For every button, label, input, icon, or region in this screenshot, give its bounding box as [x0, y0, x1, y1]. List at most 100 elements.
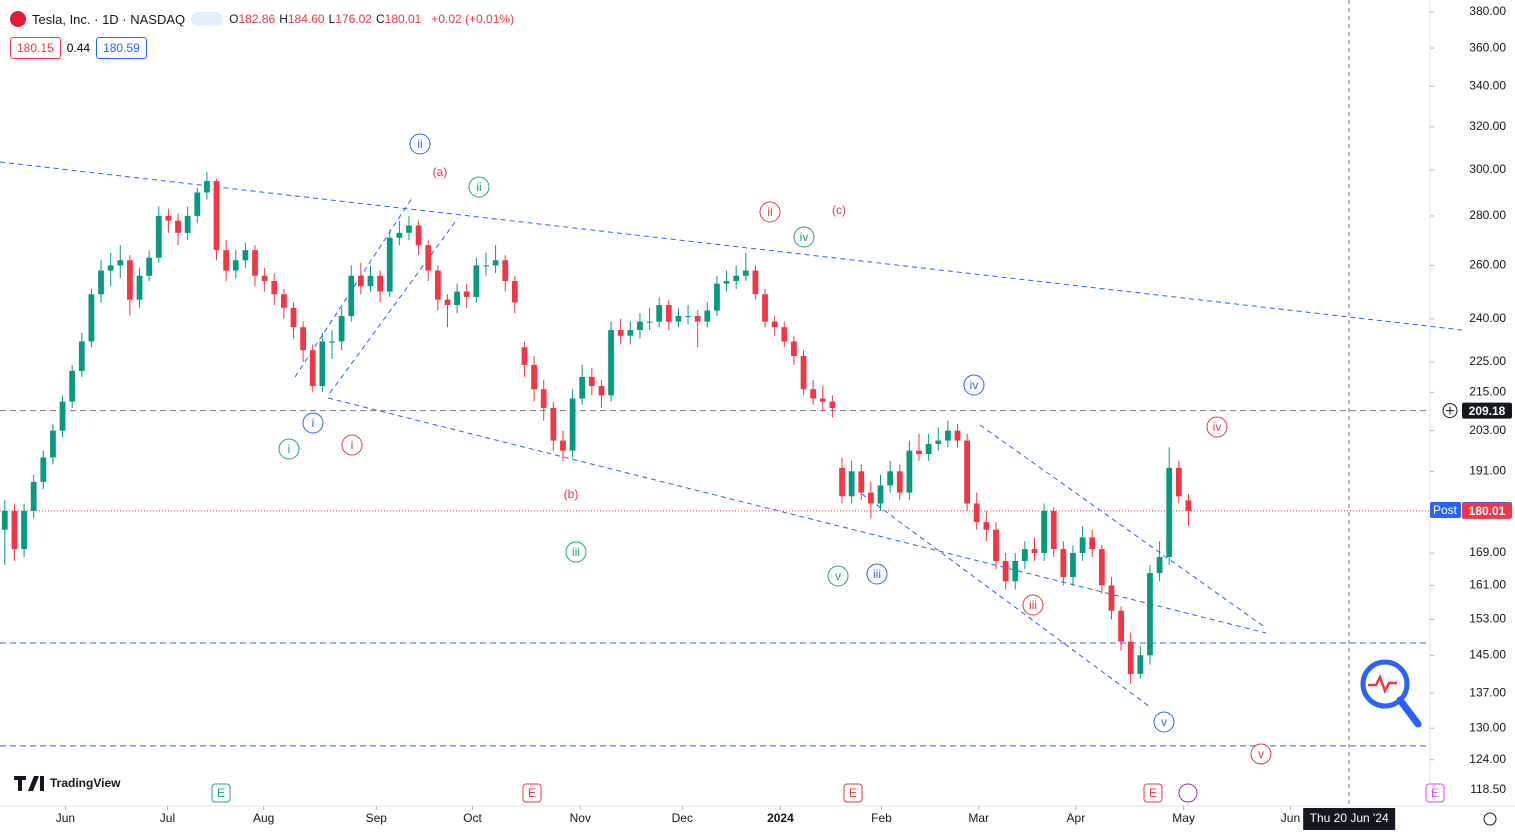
candle-body — [887, 471, 894, 486]
search-icon-handle — [1396, 696, 1422, 728]
candle-body — [377, 275, 384, 292]
candle-body — [694, 316, 701, 322]
x-tick-label: Apr — [1067, 811, 1086, 825]
spread: 0.44 — [66, 41, 91, 55]
candle-body — [781, 327, 788, 342]
crosshair-label: Thu 20 Jun '24 — [1310, 811, 1389, 825]
candle-body — [868, 492, 874, 504]
candle-body — [685, 316, 691, 318]
candle-body — [261, 275, 268, 281]
candle-body — [762, 294, 768, 322]
candle-body — [367, 275, 374, 287]
candle-body — [1108, 585, 1115, 611]
candle-body — [819, 398, 826, 402]
candle-body — [396, 232, 403, 238]
candle-body — [280, 294, 287, 308]
event-marker — [211, 783, 231, 803]
candle-body — [944, 430, 951, 441]
ohlc-legend: O182.86 H184.60 L176.02 C180.01 — [229, 12, 425, 26]
candle-body — [993, 529, 999, 561]
candle-body — [1185, 500, 1192, 511]
candle-body — [98, 270, 104, 295]
candle-body — [1079, 537, 1086, 554]
x-tick-label: Dec — [672, 811, 693, 825]
candle-body — [434, 270, 441, 300]
y-tick-label: 240.00 — [1469, 311, 1506, 325]
event-marker — [1143, 783, 1163, 803]
candle-body — [329, 341, 335, 343]
candle-body — [127, 260, 133, 300]
candle-body — [290, 307, 297, 328]
wave-circle — [793, 226, 815, 248]
candle-body — [617, 330, 624, 336]
candle-body — [252, 250, 258, 276]
wave-label: v — [1258, 747, 1264, 761]
wave-circle — [1250, 743, 1272, 765]
candle-body — [752, 270, 759, 295]
legend-value: 182.86 — [238, 12, 276, 26]
candle-body — [983, 522, 990, 530]
candle-body — [675, 316, 682, 322]
candle-body — [406, 225, 412, 233]
legend-value: 176.02 — [335, 12, 372, 26]
candle-body — [1021, 549, 1028, 561]
candle-body — [800, 356, 807, 390]
candle-body — [11, 510, 18, 550]
candle-body — [1060, 549, 1067, 578]
candle-body — [1098, 549, 1105, 586]
candle-body — [742, 270, 749, 276]
event-label: E — [849, 786, 857, 800]
split-marker — [1178, 783, 1198, 803]
wave-label: iii — [1029, 598, 1037, 612]
candle-body — [204, 181, 210, 193]
candle-body — [300, 327, 307, 351]
candle-body — [483, 265, 489, 267]
event-label: E — [1149, 786, 1157, 800]
x-tick-label: 2024 — [767, 811, 794, 825]
y-tick-label: 169.00 — [1469, 545, 1506, 559]
candle-body — [964, 440, 971, 504]
candle-body — [1118, 610, 1124, 642]
wave-circle — [302, 412, 324, 434]
change: +0.02 (+0.01%) — [431, 12, 515, 26]
candle-body — [511, 280, 518, 303]
candle-body — [1137, 655, 1144, 674]
wave-circle — [1153, 711, 1175, 733]
candle-body — [550, 407, 557, 441]
candle-body — [704, 310, 711, 322]
brand: TradingView — [50, 776, 121, 790]
search-icon-pulse — [1368, 673, 1397, 695]
candle-body — [1147, 573, 1153, 656]
price-tag-label: 180.01 — [1469, 504, 1506, 518]
candle-body — [1089, 537, 1096, 550]
candle-body — [916, 450, 922, 455]
ask[interactable]: 180.59 — [96, 37, 147, 59]
candle-body — [50, 430, 56, 458]
legend-key: L — [328, 12, 336, 26]
x-tick-label: Oct — [463, 811, 482, 825]
x-tick-label: Feb — [871, 811, 892, 825]
legend-item: L176.02 — [329, 12, 372, 26]
candle-body — [598, 386, 605, 396]
candle-body — [444, 299, 451, 306]
x-tick-label: Mar — [968, 811, 989, 825]
candle-body — [1156, 556, 1163, 574]
y-tick-label: 320.00 — [1469, 119, 1506, 133]
y-tick-label: 360.00 — [1469, 40, 1506, 54]
candle-body — [136, 275, 143, 300]
candle-body — [935, 440, 942, 444]
candle-body — [1127, 641, 1134, 674]
y-tick-label: 380.00 — [1469, 4, 1506, 18]
bid[interactable]: 180.15 — [10, 37, 61, 59]
wave-label: (b) — [564, 487, 579, 501]
candle-body — [107, 265, 114, 271]
add-alert-plus — [1446, 406, 1454, 415]
symbol: Tesla, Inc. · 1D · NASDAQ — [32, 11, 186, 27]
candle-body — [771, 321, 778, 328]
x-tick-label: Jun — [56, 811, 75, 825]
candle-body — [473, 265, 480, 297]
wave-label: iv — [800, 230, 809, 244]
legend-item: O182.86 — [229, 12, 275, 26]
wave-circle — [341, 434, 363, 456]
